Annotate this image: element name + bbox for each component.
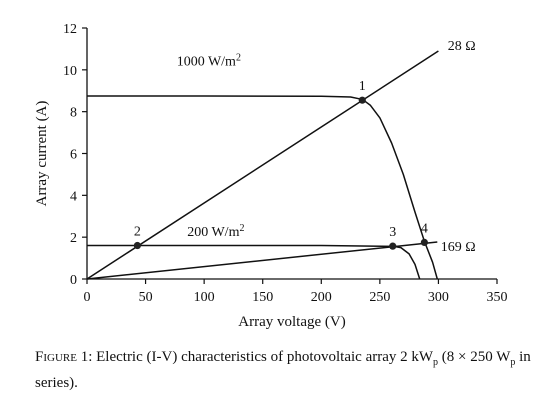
y-tick-label: 8 [70,106,77,121]
irradiance-label-superscript: 2 [239,223,244,234]
y-axis-label: Array current (A) [34,101,50,207]
y-tick-label: 12 [63,22,77,37]
irradiance-label-0: 1000 W/m2 [177,53,241,70]
y-tick-label: 10 [63,64,77,79]
x-tick-label: 100 [194,290,215,305]
point-label-3: 3 [389,225,396,240]
series-group [86,50,439,280]
y-tick-label: 2 [70,231,77,246]
irradiance-label-text: 1000 W/m [177,55,236,70]
operating-points: 1 2 3 4 [133,79,428,250]
series-line-3 [86,241,438,280]
x-tick-label: 350 [487,290,508,305]
x-tick-label: 250 [369,290,390,305]
caption-sub-2: p [510,357,516,368]
point-label-4: 4 [421,221,428,236]
x-axis-label: Array voltage (V) [238,314,345,330]
operating-point-2 [133,241,141,250]
x-tick-label: 150 [252,290,273,305]
y-tick-label: 0 [70,273,77,288]
figure-label: Figure 1: [35,349,93,365]
series-line-2 [86,50,439,280]
resistance-label-0: 28 Ω [448,39,476,54]
series-line-1 [87,244,421,280]
y-tick-label: 6 [70,148,77,163]
series-line-0 [87,95,439,280]
y-tick-label: 4 [70,189,77,204]
x-tick-label: 300 [428,290,449,305]
caption-sub-1: p [433,357,439,368]
caption-text-1: Electric (I-V) characteristics of photov… [92,349,434,365]
point-label-1: 1 [359,79,366,94]
x-tick-label: 50 [139,290,153,305]
x-tick-label: 200 [311,290,332,305]
operating-point-3 [389,242,397,250]
x-tick-label: 0 [84,290,91,305]
operating-point-4 [420,238,428,246]
caption-text-2: (8 × 250 W [438,349,511,365]
irradiance-label-superscript: 2 [236,53,241,64]
resistance-label-1: 169 Ω [441,240,476,255]
operating-point-1 [358,96,366,104]
figure-caption: Figure 1: Electric (I-V) characteristics… [35,347,535,393]
irradiance-label-text: 200 W/m [187,225,239,240]
irradiance-label-1: 200 W/m2 [187,223,244,240]
point-label-2: 2 [134,225,141,240]
caption-text-3: in series). [35,349,531,391]
